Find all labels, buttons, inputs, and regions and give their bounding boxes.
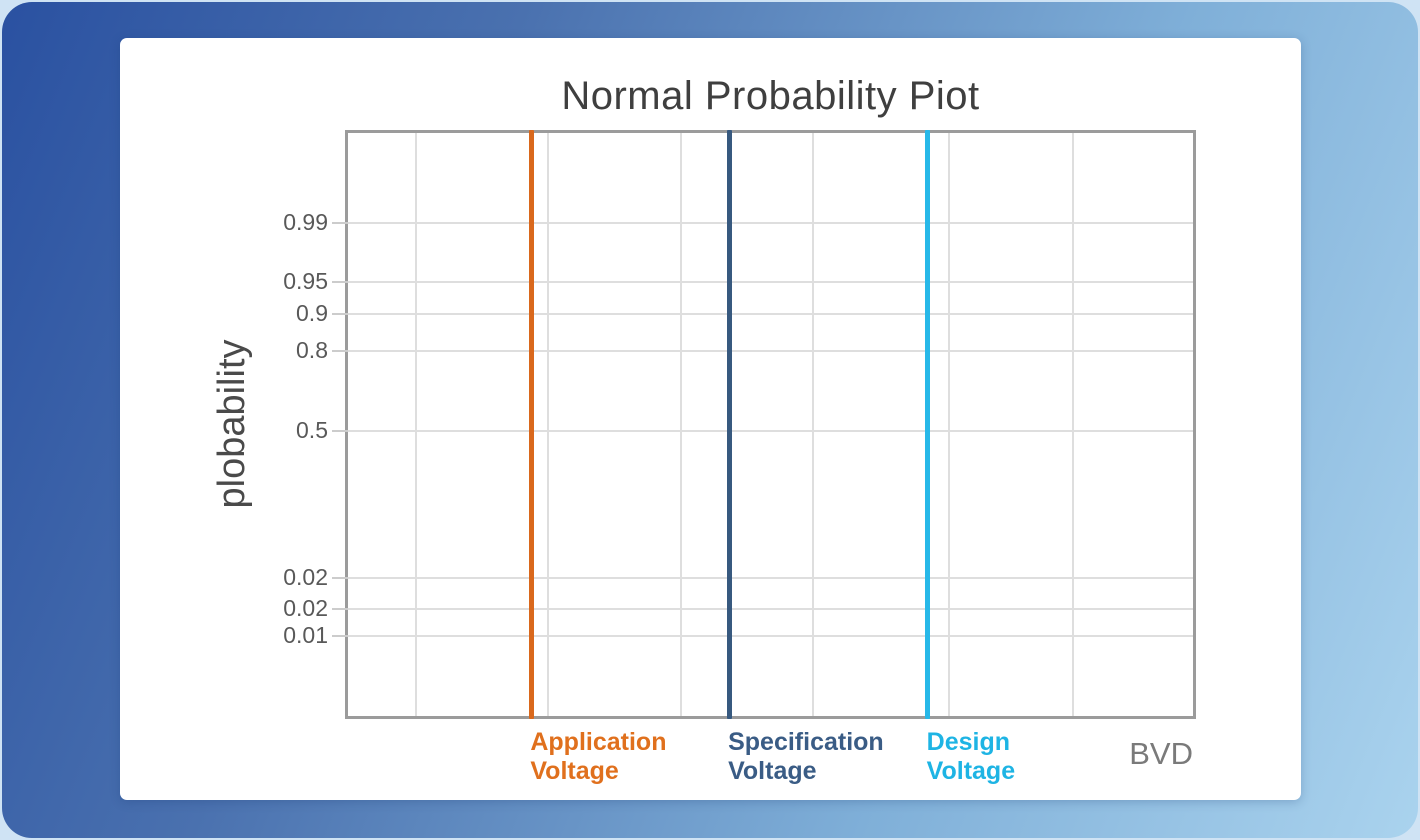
h-gridline-0.8	[348, 350, 1193, 353]
y-tick-mark-0.5	[332, 429, 348, 432]
y-tick-label-0.5: 0.5	[296, 416, 328, 443]
y-tick-mark-0.99	[332, 221, 348, 224]
reference-line-specification-voltage	[726, 130, 732, 719]
v-gridline-3	[679, 133, 682, 716]
v-gridline-1	[414, 133, 417, 716]
y-tick-label-0.02: 0.02	[283, 563, 328, 590]
line-label-specification-voltage: Specification Voltage	[728, 728, 884, 785]
x-axis-title: BVD	[1129, 736, 1193, 771]
h-gridline-0.01	[348, 635, 1193, 638]
y-tick-label-0.99: 0.99	[283, 208, 328, 235]
chart-title: Normal Probability Piot	[561, 74, 980, 118]
h-gridline-0.95	[348, 281, 1193, 284]
reference-line-application-voltage	[528, 130, 534, 719]
y-tick-mark-0.01	[332, 635, 348, 638]
v-gridline-6	[1072, 133, 1074, 716]
v-gridline-5	[947, 133, 950, 716]
y-tick-mark-0.95	[332, 281, 348, 284]
y-tick-mark-0.8	[332, 350, 348, 353]
h-gridline-0.5	[348, 429, 1193, 432]
y-tick-mark-0.9	[332, 312, 348, 315]
h-gridline-0.9	[348, 312, 1193, 315]
y-tick-label-0.95: 0.95	[283, 268, 328, 295]
chart-card: Normal Probability Piot plobability BVD …	[120, 38, 1301, 800]
line-label-application-voltage: Application Voltage	[530, 728, 667, 785]
y-tick-mark-0.02	[332, 576, 348, 579]
plot-area	[345, 130, 1196, 719]
y-tick-label-0.01: 0.01	[283, 622, 328, 649]
h-gridline-0.02	[348, 607, 1193, 610]
h-gridline-0.02	[348, 576, 1193, 579]
h-gridline-0.99	[348, 221, 1193, 224]
plot-border	[345, 130, 1196, 719]
y-tick-label-0.9: 0.9	[296, 299, 328, 326]
y-tick-label-0.02: 0.02	[283, 594, 328, 621]
v-gridline-2	[547, 133, 550, 716]
line-label-design-voltage: Design Voltage	[926, 728, 1016, 785]
v-gridline-4	[811, 133, 814, 716]
y-tick-mark-0.02	[332, 607, 348, 610]
y-tick-label-0.8: 0.8	[296, 337, 328, 364]
reference-line-design-voltage	[925, 130, 931, 719]
